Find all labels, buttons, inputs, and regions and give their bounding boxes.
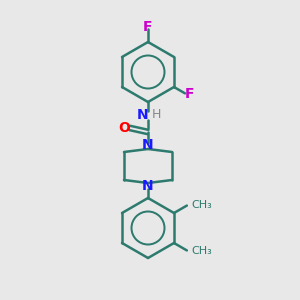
Text: F: F — [143, 20, 153, 34]
Text: N: N — [142, 179, 154, 193]
Text: N: N — [137, 108, 149, 122]
Text: O: O — [118, 121, 130, 135]
Text: CH₃: CH₃ — [191, 200, 212, 210]
Text: N: N — [142, 138, 154, 152]
Text: CH₃: CH₃ — [191, 246, 212, 256]
Text: F: F — [185, 88, 195, 101]
Text: H: H — [151, 109, 161, 122]
